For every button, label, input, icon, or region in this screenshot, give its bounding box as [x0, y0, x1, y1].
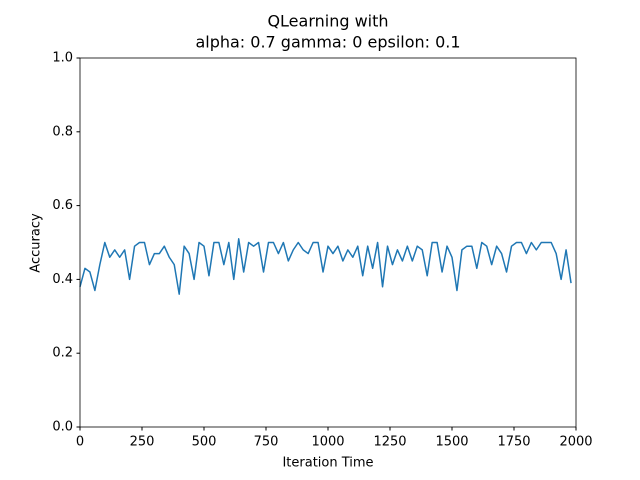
- chart-subtitle: alpha: 0.7 gamma: 0 epsilon: 0.1: [195, 33, 460, 52]
- y-tick-label: 0.2: [52, 346, 73, 361]
- y-tick-label: 1.0: [52, 51, 73, 66]
- x-tick-label: 1250: [373, 435, 406, 450]
- y-tick-label: 0.6: [52, 198, 73, 213]
- y-tick-label: 0.4: [52, 272, 73, 287]
- x-tick-label: 0: [76, 435, 84, 450]
- x-tick-label: 1750: [497, 435, 530, 450]
- y-tick-label: 0.0: [52, 420, 73, 435]
- x-tick-label: 1500: [435, 435, 468, 450]
- chart-title: QLearning with: [267, 12, 388, 31]
- x-tick-label: 2000: [559, 435, 592, 450]
- x-tick-label: 500: [192, 435, 217, 450]
- y-tick-label: 0.8: [52, 124, 73, 139]
- x-tick-label: 750: [254, 435, 279, 450]
- plot-frame: [79, 57, 577, 428]
- x-axis-label: Iteration Time: [282, 456, 373, 471]
- x-tick-label: 250: [130, 435, 155, 450]
- x-tick-label: 1000: [311, 435, 344, 450]
- y-axis-label: Accuracy: [29, 213, 44, 273]
- line: [79, 238, 572, 295]
